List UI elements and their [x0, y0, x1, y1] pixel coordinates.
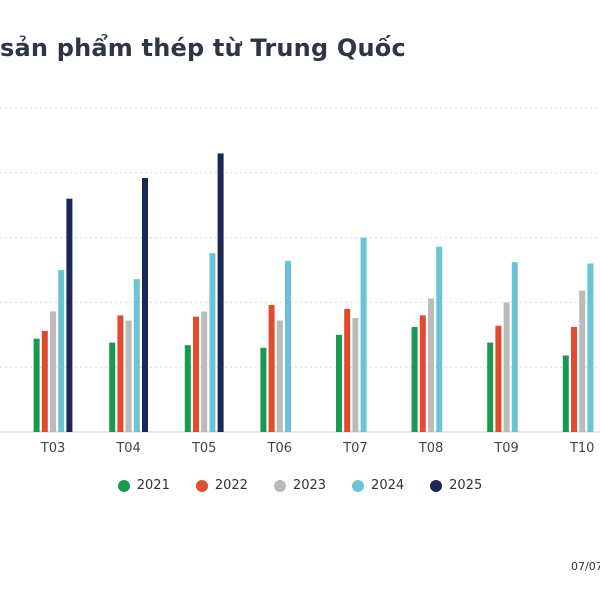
bar-2022-T07	[344, 308, 351, 432]
legend-item-2021[interactable]: 2021	[117, 478, 170, 493]
x-tick-label: T06	[267, 441, 292, 456]
legend-swatch	[352, 479, 365, 492]
legend-item-2025[interactable]: 2025	[430, 478, 482, 493]
bar-2024-T10	[587, 263, 594, 432]
bar-2021-T10	[562, 355, 569, 432]
legend-swatch	[195, 479, 208, 492]
bar-2024-T07	[360, 237, 367, 432]
bar-2025-T03	[66, 198, 73, 432]
bar-2022-T09	[495, 325, 502, 432]
x-tick-label: T09	[493, 441, 518, 456]
bar-2024-T03	[58, 270, 65, 432]
bar-2023-T06	[276, 320, 283, 432]
legend: 2021 2022 2023 2024 2025	[0, 478, 600, 493]
x-tick-label: T07	[342, 441, 367, 456]
bar-2024-T05	[209, 253, 216, 432]
bar-2022-T08	[419, 315, 426, 432]
x-tick-label: T05	[191, 441, 216, 456]
bar-2021-T09	[487, 342, 494, 432]
legend-label: 2025	[449, 478, 483, 493]
bar-2023-T10	[579, 290, 586, 432]
legend-item-2023[interactable]: 2023	[273, 478, 327, 493]
bar-2021-T04	[109, 342, 116, 432]
legend-label: 2024	[371, 478, 405, 493]
gridlines	[0, 107, 600, 433]
bar-2025-T05	[217, 153, 224, 432]
bar-2021-T07	[336, 334, 342, 432]
x-tick-label: T10	[569, 441, 594, 456]
bar-2022-T03	[41, 330, 48, 432]
bar-2021-T05	[184, 345, 191, 432]
bar-2023-T09	[503, 302, 510, 432]
legend-item-2024[interactable]: 2024	[352, 478, 404, 493]
legend-swatch	[117, 479, 130, 492]
bar-2023-T05	[201, 311, 208, 432]
legend-label: 2022	[214, 478, 248, 493]
bar-2021-T06	[260, 347, 267, 432]
legend-label: 2023	[292, 478, 327, 493]
x-tick-label: T04	[115, 441, 140, 456]
bar-2024-T08	[436, 246, 443, 432]
bar-2022-T10	[571, 327, 577, 432]
legend-swatch	[273, 479, 286, 492]
bar-2022-T04	[117, 315, 124, 432]
bar-2022-T05	[193, 316, 199, 432]
bar-2025-T04	[142, 178, 148, 432]
bar-2022-T06	[268, 305, 275, 432]
x-tick-label: T03	[40, 441, 65, 456]
bar-2023-T08	[428, 298, 434, 432]
legend-item-2022[interactable]: 2022	[195, 478, 248, 493]
bar-2023-T04	[125, 320, 132, 432]
x-axis-labels: T03 T04 T05 T06 T07 T08 T09 T10	[40, 441, 595, 456]
date-footnote: 07/07	[571, 560, 600, 573]
bar-2023-T07	[352, 318, 359, 432]
bar-2021-T08	[411, 327, 418, 432]
bar-chart: T03 T04 T05 T06 T07 T08 T09 T10	[0, 107, 600, 456]
bar-2024-T09	[511, 262, 518, 432]
bars	[33, 153, 594, 432]
bar-2021-T03	[33, 338, 40, 432]
legend-label: 2021	[136, 478, 170, 493]
bar-2024-T04	[133, 279, 140, 432]
legend-swatch	[430, 479, 443, 492]
chart-title: sản phẩm thép từ Trung Quốc	[0, 34, 406, 62]
bar-2024-T06	[285, 260, 291, 432]
x-tick-label: T08	[418, 441, 443, 456]
bar-2023-T03	[50, 311, 56, 432]
